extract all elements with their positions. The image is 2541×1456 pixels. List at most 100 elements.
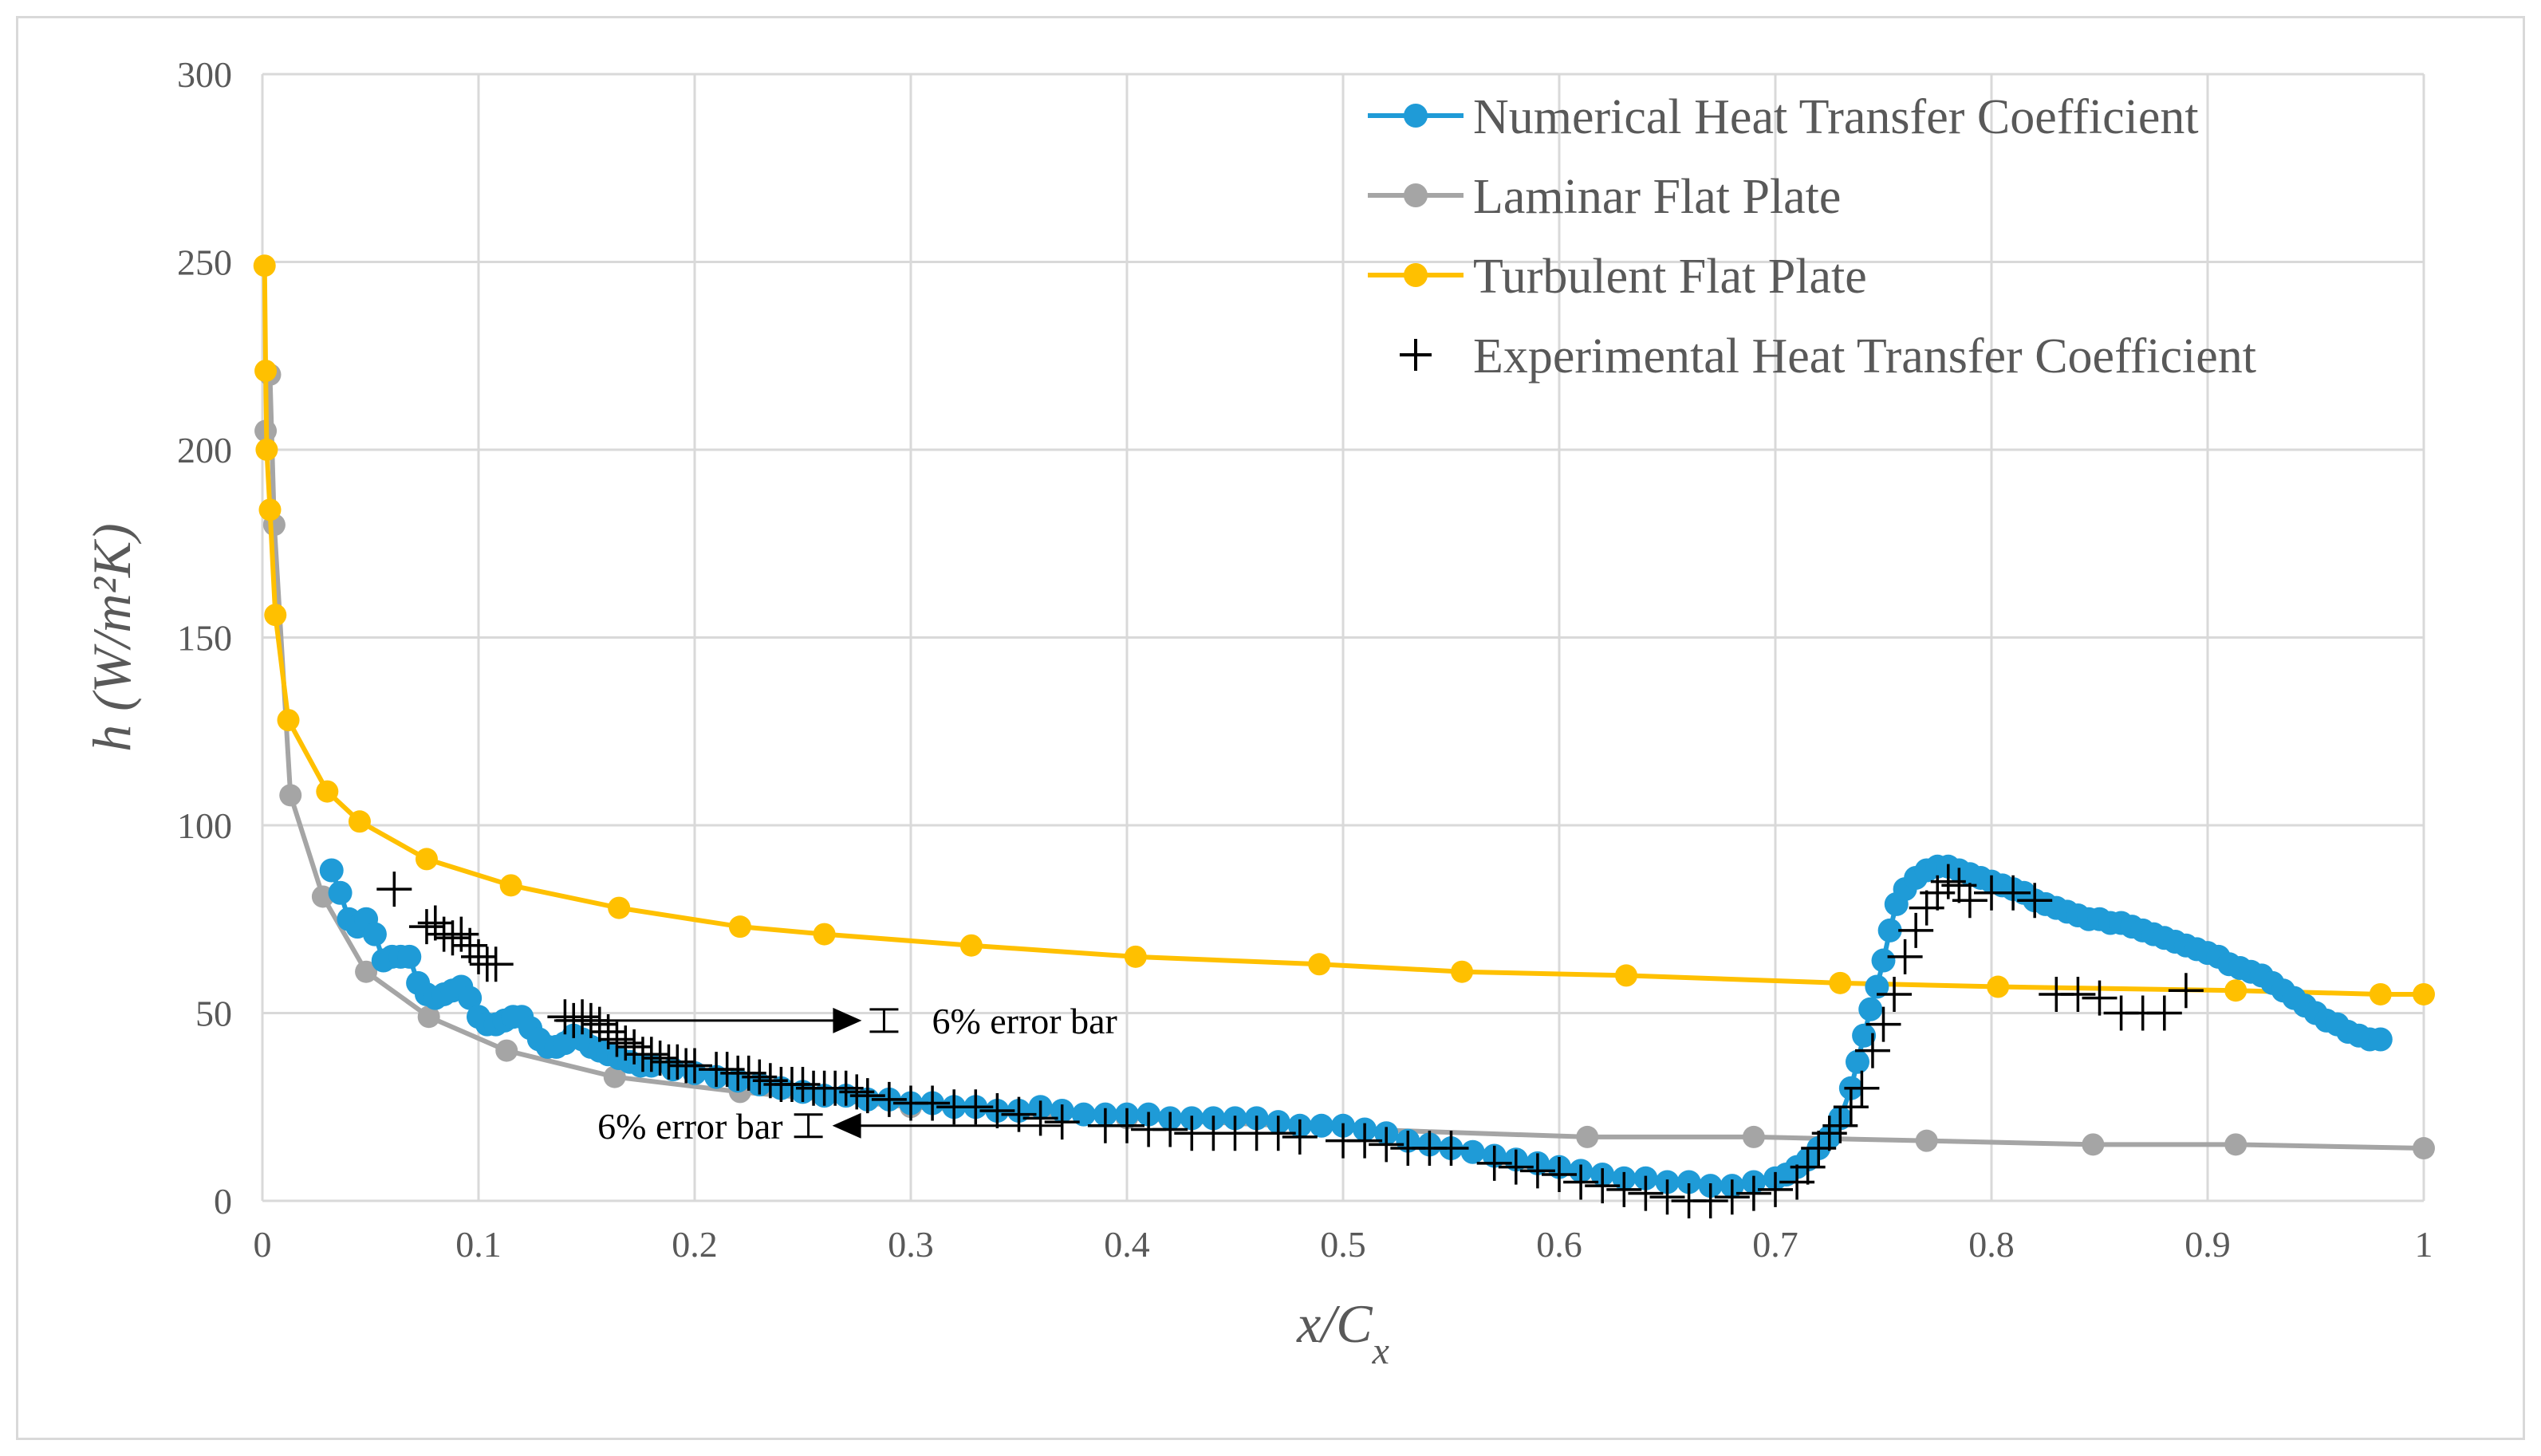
data-point	[376, 872, 412, 907]
annotation-arrowhead	[833, 1007, 862, 1033]
data-point	[254, 360, 278, 383]
x-axis-ticks: 0 0.1 0.2 0.3 0.4 0.5 0.6 0.7 0.8 0.9 1	[254, 1224, 2433, 1265]
data-point	[1852, 1023, 1877, 1048]
data-point	[1915, 1129, 1938, 1152]
y-tick-label: 200	[177, 430, 232, 470]
data-point	[2224, 979, 2248, 1002]
data-point	[1460, 1139, 1485, 1164]
x-tick-label: 0.2	[672, 1224, 718, 1265]
x-axis-label-subscript: x	[1372, 1330, 1389, 1372]
data-point	[2413, 982, 2435, 1005]
data-point	[1615, 964, 1638, 987]
legend-item: Turbulent Flat Plate	[1368, 250, 1867, 304]
series-turbulent-flat-plate	[253, 254, 2435, 1005]
data-point	[328, 880, 353, 905]
data-point	[1790, 1149, 1826, 1185]
data-point	[355, 960, 378, 983]
annotation-layer: 6% error bar 6% error bar	[554, 1001, 1117, 1147]
data-point	[617, 1029, 652, 1064]
data-point	[565, 999, 601, 1035]
annotation-arrowhead	[832, 1112, 861, 1139]
x-tick-label: 0.8	[1968, 1224, 2015, 1265]
data-point	[1152, 1112, 1188, 1147]
data-point	[1858, 997, 1883, 1021]
data-point	[1676, 1170, 1701, 1194]
data-point	[633, 1037, 669, 1072]
data-point	[1309, 1113, 1334, 1138]
x-tick-label: 0.9	[2184, 1224, 2231, 1265]
data-point	[435, 920, 471, 956]
annotation-text: 6% error bar	[597, 1106, 782, 1147]
x-tick-label: 0.7	[1752, 1224, 1798, 1265]
data-point	[1476, 1145, 1512, 1181]
legend-label: Laminar Flat Plate	[1473, 170, 1841, 224]
data-point	[1308, 953, 1331, 976]
series-experimental-heat-transfer-coefficient	[376, 864, 2204, 1218]
data-point	[1433, 1131, 1469, 1167]
y-axis-label: h (W/m²K)	[81, 523, 142, 752]
data-point	[264, 604, 287, 627]
chart: 0 0.1 0.2 0.3 0.4 0.5 0.6 0.7 0.8 0.9 1 0 50 100 150 2…	[81, 54, 2435, 1372]
y-axis-ticks: 0 50 100 150 200 250 300	[177, 54, 232, 1222]
x-tick-label: 0.5	[1320, 1224, 1366, 1265]
data-point	[319, 858, 344, 883]
data-point	[458, 986, 483, 1010]
data-point	[408, 909, 444, 945]
data-point	[813, 923, 836, 946]
y-tick-label: 50	[195, 994, 232, 1034]
grid	[261, 73, 2425, 1202]
data-point	[1071, 1102, 1096, 1127]
legend-item: Experimental Heat Transfer Coefficient	[1400, 329, 2256, 384]
data-point	[417, 1005, 440, 1029]
legend-marker	[1404, 183, 1428, 207]
data-point	[1877, 918, 1902, 942]
data-point	[608, 896, 631, 919]
data-point	[1692, 1183, 1728, 1218]
data-point	[581, 1006, 617, 1042]
data-point	[258, 498, 282, 521]
data-point	[849, 1078, 885, 1114]
data-point	[255, 439, 278, 461]
data-point	[2017, 883, 2053, 919]
data-point	[1735, 1175, 1771, 1211]
data-point	[1871, 948, 1896, 973]
data-point	[362, 922, 387, 946]
data-point	[660, 1057, 685, 1082]
data-point	[1498, 1149, 1534, 1185]
x-tick-label: 0	[254, 1224, 272, 1265]
error-bar-glyph	[869, 1008, 899, 1033]
data-point	[871, 1081, 907, 1117]
data-point	[677, 1048, 712, 1084]
data-point	[1260, 1116, 1296, 1151]
x-tick-label: 1	[2415, 1224, 2433, 1265]
data-point	[1649, 1179, 1685, 1215]
legend-label: Experimental Heat Transfer Coefficient	[1473, 329, 2256, 384]
data-point	[1887, 939, 1923, 974]
data-point	[2368, 1027, 2393, 1052]
data-point	[959, 934, 983, 957]
data-point	[642, 1041, 678, 1076]
data-point	[2082, 980, 2118, 1016]
data-point	[979, 1092, 1015, 1128]
data-point	[478, 946, 514, 982]
data-point	[2224, 1133, 2248, 1156]
data-point	[660, 1044, 695, 1080]
data-point	[1606, 1171, 1642, 1207]
data-point	[599, 1021, 635, 1057]
data-point	[1877, 976, 1913, 1012]
data-point	[1758, 1171, 1793, 1207]
data-point	[2146, 995, 2182, 1031]
data-point	[1995, 875, 2031, 911]
data-point	[1854, 1033, 1890, 1068]
y-tick-label: 150	[177, 618, 232, 659]
data-point	[1714, 1179, 1750, 1215]
x-axis-label: x/Cx	[1296, 1293, 1389, 1372]
data-point	[1585, 1168, 1621, 1204]
data-point	[2060, 976, 2096, 1012]
data-point	[1022, 1100, 1058, 1136]
error-bar-annotation: 6% error bar	[554, 1001, 1117, 1041]
data-point	[603, 1065, 626, 1088]
error-bar-glyph	[794, 1113, 823, 1139]
legend-item: Laminar Flat Plate	[1368, 170, 1841, 224]
data-point	[279, 784, 302, 807]
